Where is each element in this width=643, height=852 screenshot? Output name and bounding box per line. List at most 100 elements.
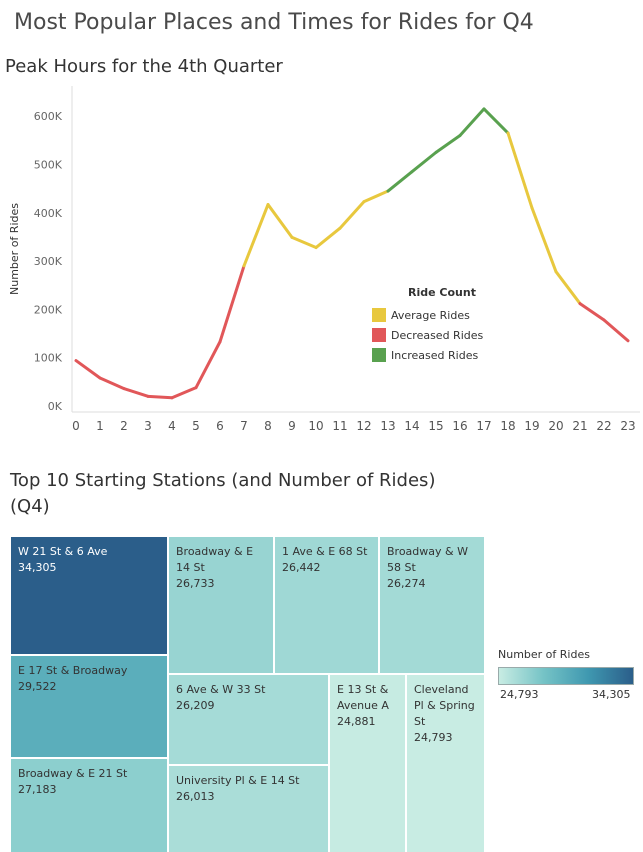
x-tick-label: 8 bbox=[264, 419, 272, 433]
treemap-tile-label: E 17 St & Broadway 29,522 bbox=[18, 663, 162, 695]
x-tick-label: 3 bbox=[144, 419, 152, 433]
treemap-tile[interactable]: 1 Ave & E 68 St 26,442 bbox=[275, 537, 378, 673]
treemap-tile[interactable]: 6 Ave & W 33 St 26,209 bbox=[169, 675, 328, 764]
x-tick-label: 21 bbox=[572, 419, 587, 433]
y-tick-label: 0K bbox=[48, 400, 63, 413]
x-tick-label: 6 bbox=[216, 419, 224, 433]
line-segment-average bbox=[314, 226, 342, 250]
y-axis-title: Number of Rides bbox=[8, 203, 21, 295]
treemap-tile-value: 26,013 bbox=[176, 790, 215, 803]
x-tick-label: 2 bbox=[120, 419, 128, 433]
y-tick-label: 100K bbox=[34, 352, 63, 365]
x-tick-label: 12 bbox=[356, 419, 371, 433]
y-tick-label: 200K bbox=[34, 303, 63, 316]
treemap-tile-value: 26,274 bbox=[387, 577, 426, 590]
treemap-tile-label: 1 Ave & E 68 St 26,442 bbox=[282, 544, 373, 576]
line-segment-increased bbox=[410, 150, 438, 174]
treemap-tile[interactable]: E 17 St & Broadway 29,522 bbox=[11, 656, 167, 757]
line-segment-decreased bbox=[146, 394, 174, 400]
x-tick-label: 17 bbox=[476, 419, 491, 433]
treemap-tile-label: 6 Ave & W 33 St 26,209 bbox=[176, 682, 323, 714]
treemap-tile-label: University Pl & E 14 St 26,013 bbox=[176, 773, 323, 805]
x-tick-label: 23 bbox=[620, 419, 635, 433]
treemap-title: Top 10 Starting Stations (and Number of … bbox=[10, 470, 436, 517]
treemap-tile-label: W 21 St & 6 Ave 34,305 bbox=[18, 544, 162, 576]
y-tick-label: 300K bbox=[34, 255, 63, 268]
line-segment-average bbox=[290, 235, 318, 250]
x-tick-label: 13 bbox=[380, 419, 395, 433]
line-chart-title: Peak Hours for the 4th Quarter bbox=[5, 56, 283, 77]
treemap-tile[interactable]: Cleveland Pl & Spring St 24,793 bbox=[407, 675, 484, 852]
treemap-tile[interactable]: W 21 St & 6 Ave 34,305 bbox=[11, 537, 167, 654]
line-segment-decreased bbox=[74, 359, 102, 380]
legend-label-increased: Increased Rides bbox=[391, 349, 478, 362]
line-segment-average bbox=[530, 206, 558, 274]
line-segment-increased bbox=[458, 107, 486, 137]
treemap-tile-value: 24,881 bbox=[337, 715, 376, 728]
line-segment-decreased bbox=[170, 386, 198, 400]
color-legend-title: Number of Rides bbox=[498, 648, 590, 661]
x-tick-label: 18 bbox=[500, 419, 515, 433]
color-ramp bbox=[498, 667, 634, 685]
line-segment-average bbox=[266, 203, 294, 239]
x-tick-label: 16 bbox=[452, 419, 467, 433]
x-tick-label: 15 bbox=[428, 419, 443, 433]
x-tick-label: 19 bbox=[524, 419, 539, 433]
line-segment-decreased bbox=[602, 318, 630, 343]
treemap-tile-value: 26,442 bbox=[282, 561, 321, 574]
x-tick-label: 0 bbox=[72, 419, 80, 433]
x-tick-label: 4 bbox=[168, 419, 176, 433]
treemap-tile-label: Cleveland Pl & Spring St 24,793 bbox=[414, 682, 479, 746]
treemap-tile-value: 24,793 bbox=[414, 731, 453, 744]
x-tick-label: 11 bbox=[332, 419, 347, 433]
line-segment-average bbox=[362, 189, 390, 204]
line-segment-decreased bbox=[194, 340, 222, 390]
x-tick-label: 22 bbox=[596, 419, 611, 433]
line-segment-increased bbox=[434, 133, 462, 154]
treemap-tile-value: 26,733 bbox=[176, 577, 215, 590]
y-tick-label: 600K bbox=[34, 110, 63, 123]
treemap-tile[interactable]: Broadway & E 21 St 27,183 bbox=[11, 759, 167, 852]
legend-swatch-increased bbox=[372, 348, 386, 362]
line-segment-decreased bbox=[578, 302, 606, 322]
x-tick-label: 9 bbox=[288, 419, 296, 433]
treemap-tile-value: 29,522 bbox=[18, 680, 57, 693]
line-segment-average bbox=[338, 200, 366, 230]
treemap-tile-label: E 13 St & Avenue A 24,881 bbox=[337, 682, 400, 730]
treemap-tile-value: 26,209 bbox=[176, 699, 215, 712]
color-legend-max: 34,305 bbox=[592, 688, 631, 701]
treemap-tile-label: Broadway & E 14 St 26,733 bbox=[176, 544, 268, 592]
x-tick-label: 5 bbox=[192, 419, 200, 433]
treemap-tile[interactable]: Broadway & W 58 St 26,274 bbox=[380, 537, 484, 673]
treemap-tile-value: 27,183 bbox=[18, 783, 57, 796]
treemap-tile-label: Broadway & W 58 St 26,274 bbox=[387, 544, 479, 592]
y-tick-label: 400K bbox=[34, 207, 63, 220]
treemap-tile[interactable]: Broadway & E 14 St 26,733 bbox=[169, 537, 273, 673]
number-of-rides-legend: Number of Rides 24,793 34,305 bbox=[498, 648, 638, 701]
line-segment-average bbox=[554, 270, 582, 306]
line-segment-increased bbox=[386, 170, 414, 193]
dashboard-title: Most Popular Places and Times for Rides … bbox=[14, 10, 534, 35]
treemap-tile[interactable]: University Pl & E 14 St 26,013 bbox=[169, 766, 328, 852]
line-segment-increased bbox=[482, 107, 510, 135]
y-tick-label: 500K bbox=[34, 158, 63, 171]
treemap-tile-label: Broadway & E 21 St 27,183 bbox=[18, 766, 162, 798]
line-segment-decreased bbox=[218, 264, 246, 344]
legend-title: Ride Count bbox=[408, 286, 476, 299]
x-tick-label: 10 bbox=[308, 419, 323, 433]
line-segment-decreased bbox=[98, 376, 126, 391]
legend-swatch-average bbox=[372, 308, 386, 322]
x-tick-label: 14 bbox=[404, 419, 419, 433]
treemap-tile-value: 34,305 bbox=[18, 561, 57, 574]
x-tick-label: 20 bbox=[548, 419, 563, 433]
treemap-tile[interactable]: E 13 St & Avenue A 24,881 bbox=[330, 675, 405, 852]
x-tick-label: 1 bbox=[96, 419, 104, 433]
legend-label-average: Average Rides bbox=[391, 309, 470, 322]
legend-label-decreased: Decreased Rides bbox=[391, 329, 484, 342]
color-legend-min: 24,793 bbox=[500, 688, 539, 701]
line-segment-average bbox=[506, 131, 534, 210]
line-segment-average bbox=[242, 203, 270, 268]
